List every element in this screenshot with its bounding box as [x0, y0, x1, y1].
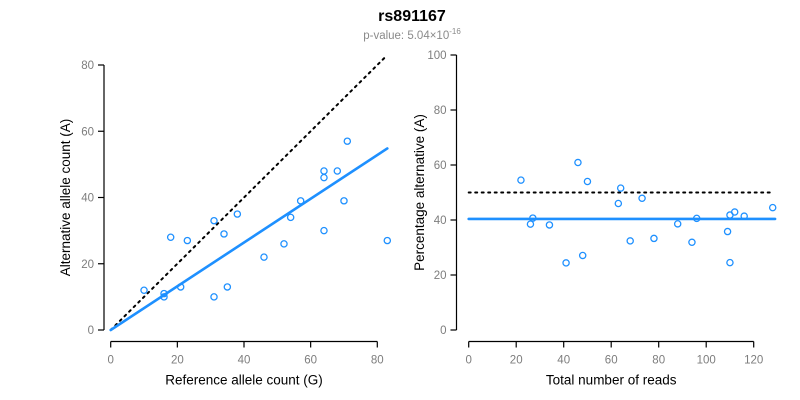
- plot-subtitle: p-value: 5.04×10-16: [363, 27, 461, 42]
- data-point: [614, 199, 623, 208]
- data-point: [768, 203, 777, 212]
- data-point: [220, 230, 228, 238]
- x-tick-label: 0: [465, 355, 471, 367]
- x-axis-title: Reference allele count (G): [165, 373, 323, 388]
- left-plot: 0 20 40 60 80 0 20 40 60 80 Reference allele count…: [58, 54, 392, 388]
- x-tick-label: 60: [304, 355, 317, 367]
- data-point: [320, 226, 328, 235]
- x-tick-label: 60: [605, 355, 618, 367]
- y-tick-label: 20: [434, 270, 447, 282]
- data-point: [578, 251, 587, 260]
- x-tick-label: 40: [557, 355, 570, 367]
- right-plot: 0 20 40 60 80 100 120 0 20 40 60 80 100 Total number …: [412, 50, 777, 388]
- data-point: [280, 240, 288, 248]
- y-tick-label: 40: [434, 215, 447, 227]
- data-point: [562, 259, 570, 267]
- data-point: [730, 208, 739, 216]
- data-point: [383, 236, 392, 245]
- y-tick-label: 20: [81, 259, 94, 271]
- x-tick-label: 80: [652, 355, 665, 367]
- subtitle-exponent: -16: [449, 27, 461, 36]
- x-tick-label: 120: [744, 355, 763, 367]
- y-tick-label: 60: [81, 126, 94, 138]
- x-axis-title: Total number of reads: [546, 373, 677, 388]
- x-tick-label: 100: [697, 355, 716, 367]
- data-point: [260, 253, 268, 261]
- data-point: [529, 214, 537, 222]
- data-point: [140, 286, 148, 294]
- data-point: [740, 212, 748, 220]
- y-axis-title: Percentage alternative (A): [412, 114, 427, 271]
- data-point: [616, 184, 625, 192]
- data-point: [176, 283, 185, 291]
- data-point: [183, 236, 192, 245]
- x-tick-label: 20: [171, 355, 184, 367]
- data-point: [526, 220, 535, 228]
- plot-title: rs891167: [378, 8, 446, 25]
- y-axis-title: Alternative allele count (A): [58, 119, 73, 277]
- data-point: [583, 177, 592, 186]
- data-point: [340, 197, 348, 205]
- data-point: [673, 220, 682, 228]
- y-tick-label: 100: [427, 50, 446, 62]
- data-point: [333, 167, 342, 175]
- data-point: [626, 237, 634, 245]
- y-tick-label: 60: [434, 160, 447, 172]
- data-point: [166, 233, 175, 241]
- x-tick-label: 40: [238, 355, 251, 367]
- identity-line: [109, 54, 389, 331]
- data-point: [650, 234, 658, 243]
- y-tick-label: 80: [434, 105, 447, 117]
- x-tick-label: 0: [107, 355, 113, 367]
- data-point: [210, 293, 218, 301]
- data-point: [638, 194, 646, 203]
- data-point: [296, 197, 305, 205]
- x-tick-label: 80: [371, 355, 384, 367]
- data-point: [320, 167, 328, 175]
- data-point: [723, 227, 732, 236]
- data-point: [160, 289, 168, 298]
- y-tick-label: 0: [88, 325, 94, 337]
- data-point: [223, 283, 232, 291]
- data-point: [517, 176, 525, 184]
- data-point: [286, 213, 295, 222]
- subtitle-text: p-value: 5.04×10: [363, 29, 450, 42]
- data-point: [692, 214, 701, 223]
- data-point: [574, 158, 582, 167]
- fit-line: [109, 147, 389, 332]
- data-point: [160, 293, 168, 301]
- y-tick-label: 0: [440, 325, 446, 337]
- y-tick-label: 80: [81, 60, 94, 72]
- x-tick-label: 20: [510, 355, 523, 367]
- data-point: [210, 216, 218, 225]
- y-tick-label: 40: [81, 193, 94, 205]
- data-point: [545, 221, 554, 229]
- data-point: [320, 173, 328, 182]
- data-point: [233, 210, 242, 218]
- data-point: [726, 258, 734, 267]
- data-point: [343, 137, 352, 145]
- data-point: [688, 238, 696, 247]
